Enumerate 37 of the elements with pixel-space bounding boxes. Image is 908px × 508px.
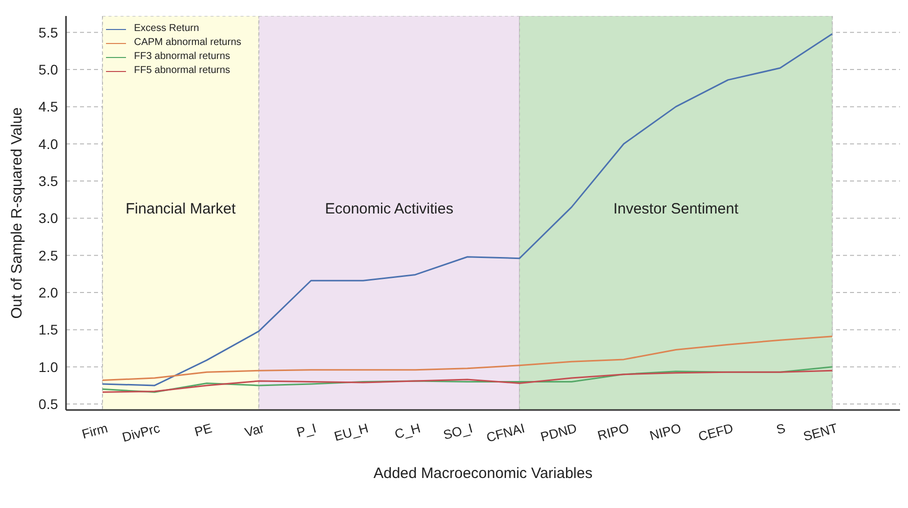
x-tick-label: PDND [538,420,578,444]
y-tick-label: 2.0 [38,284,58,301]
x-tick-label: NIPO [648,420,683,444]
line-series [102,336,833,382]
y-tick-label: 2.5 [38,247,58,264]
line-series [102,33,833,386]
legend-label: FF3 abnormal returns [134,50,230,64]
x-tick-label: P_I [295,420,318,440]
y-tick-label: 1.5 [38,322,58,338]
x-tick-label: RIPO [596,420,631,444]
x-tick-label: Var [243,420,266,440]
y-axis-title: Out of Sample R-squared Value [8,107,26,319]
x-tick-label: SO_I [442,420,474,443]
x-tick-label: PE [192,420,214,440]
x-tick-label: DivPrc [120,420,162,445]
y-tick-label: 4.5 [38,98,58,115]
y-tick-label: 1.0 [38,358,58,375]
y-tick-label: 0.5 [38,396,58,412]
y-tick-label: 5.0 [38,61,58,78]
y-tick-label: 3.5 [38,173,58,190]
y-tick-label: 4.0 [38,136,58,152]
x-tick-label: EU_H [332,420,370,444]
legend-label: CAPM abnormal returns [134,36,242,50]
x-tick-label: Firm [80,420,110,442]
x-tick-label: S [774,420,788,438]
band-label: Economic Activities [324,200,454,218]
band-label: Financial Market [126,200,237,218]
x-tick-label: CEFD [696,420,735,444]
x-tick-label: SENT [802,420,840,444]
y-tick-label: 3.0 [38,210,58,226]
legend-label: FF5 abnormal returns [134,64,230,78]
legend-label: Excess Return [134,22,200,36]
x-axis-title: Added Macroeconomic Variables [373,465,593,482]
x-tick-label: C_H [393,420,422,442]
band-label: Investor Sentiment [613,200,740,218]
x-tick-label: CFNAI [484,420,526,445]
y-tick-label: 5.5 [38,24,58,40]
